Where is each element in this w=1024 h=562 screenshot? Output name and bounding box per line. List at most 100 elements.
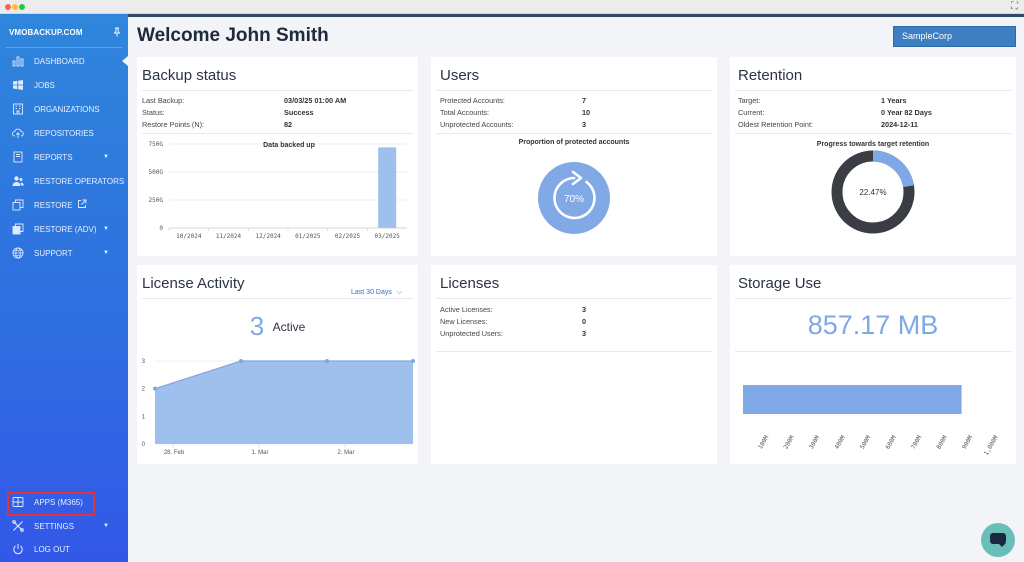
kv-value: 7: [582, 96, 587, 105]
power-icon: [13, 544, 23, 555]
chevron-down-icon: ⌵: [396, 289, 403, 296]
data-point: [411, 359, 415, 363]
grid-icon: [12, 497, 24, 507]
sidebar-item-restore-operators[interactable]: RESTORE OPERATORS: [0, 171, 128, 191]
kv-value: Success: [284, 108, 314, 117]
kv-label: Active Licenses:: [440, 305, 493, 314]
header-accent-line: [128, 14, 1024, 17]
active-count: 3: [249, 311, 265, 341]
close-window-icon[interactable]: [5, 4, 11, 10]
highlight-outline: [7, 492, 95, 516]
x-tick-label: 900M: [961, 434, 974, 450]
backup-status-card: Backup status Last Backup: 03/03/25 01:0…: [137, 57, 418, 256]
chevron-down-icon: ▼: [103, 226, 109, 232]
chart-title: Progress towards target retention: [816, 141, 930, 148]
sidebar-item-label: REPOSITORIES: [34, 129, 94, 138]
sidebar-item-restore[interactable]: RESTORE: [0, 195, 128, 215]
x-tick-label: 01/2025: [295, 233, 321, 240]
storage-use-card: Storage Use 857.17 MB 100M 200M 300M 400M 50…: [730, 265, 1016, 464]
x-tick-label: 1,000M: [983, 434, 1000, 457]
sidebar-item-apps-m365[interactable]: APPS (M365): [0, 492, 128, 512]
retention-progress-arc: [872, 150, 914, 188]
data-bar: [378, 147, 397, 228]
data-point: [153, 386, 157, 391]
minimize-window-icon[interactable]: [12, 4, 18, 10]
kv-value: 1 Years: [881, 96, 907, 105]
proportion-label: 70%: [564, 194, 584, 205]
card-divider: [436, 133, 712, 134]
kv-label: Protected Accounts:: [440, 96, 505, 105]
kv-value: 03/03/25 01:00 AM: [284, 96, 347, 105]
storage-value: 857.17 MB: [807, 310, 939, 340]
protected-accounts-gauge: 70%: [538, 162, 610, 234]
sidebar-item-dashboard[interactable]: DASHBOARD: [0, 51, 128, 71]
period-dropdown[interactable]: Last 30 Days ⌵: [351, 288, 402, 297]
y-tick-label: 0: [142, 442, 146, 448]
sidebar-item-logout[interactable]: LOG OUT: [0, 539, 128, 559]
active-label: Active: [272, 320, 306, 334]
area-line: [154, 360, 413, 390]
kv-label: Oldest Retention Point:: [738, 120, 814, 129]
maximize-window-icon[interactable]: [19, 4, 25, 10]
card-divider: [735, 133, 1011, 134]
chevron-down-icon: ▼: [103, 523, 109, 529]
card-divider: [142, 133, 413, 134]
x-tick-label: 03/2025: [375, 233, 401, 240]
company-selector[interactable]: SampleCorp: [893, 26, 1016, 47]
chevron-down-icon: ▼: [103, 250, 109, 256]
windows-icon: [13, 80, 23, 90]
sidebar-item-organizations[interactable]: ORGANIZATIONS: [0, 99, 128, 119]
sidebar-item-label: APPS (M365): [34, 498, 83, 507]
card-divider: [436, 351, 712, 352]
chart-title: Proportion of protected accounts: [518, 139, 630, 146]
active-indicator: [122, 56, 128, 66]
progress-label: 22.47%: [859, 188, 886, 197]
sidebar: VMOBACKUP.COM DASHBOARD JOBS ORGANIZATIO…: [0, 14, 128, 562]
kv-value: 3: [582, 329, 587, 338]
x-tick-label: 100M: [757, 434, 770, 450]
x-tick-label: 500M: [859, 434, 872, 450]
book-icon: [13, 151, 23, 163]
sidebar-item-label: LOG OUT: [34, 545, 71, 554]
building-icon: [13, 103, 23, 115]
sidebar-item-settings[interactable]: SETTINGS ▼: [0, 516, 128, 536]
fullscreen-icon[interactable]: ⛶: [1011, 1, 1018, 12]
sidebar-item-jobs[interactable]: JOBS: [0, 75, 128, 95]
card-title: Users: [440, 67, 480, 84]
brand-divider: [6, 47, 122, 48]
area-fill: [155, 361, 413, 444]
storage-bar: [743, 385, 962, 414]
chat-bubble-icon: [990, 533, 1006, 544]
sidebar-item-restore-adv[interactable]: RESTORE (ADV) ▼: [0, 219, 128, 239]
sidebar-item-label: SETTINGS: [34, 522, 75, 531]
sidebar-item-reports[interactable]: REPORTS ▼: [0, 147, 128, 167]
period-label: Last 30 Days: [351, 289, 392, 296]
card-title: License Activity: [142, 275, 245, 292]
retention-card: Retention Target: 1 Years Current: 0 Yea…: [730, 57, 1016, 256]
brand-logo[interactable]: VMOBACKUP.COM: [9, 28, 83, 37]
kv-label: Current:: [738, 108, 765, 117]
x-tick-label: 11/2024: [216, 233, 242, 240]
chat-button[interactable]: [981, 523, 1015, 557]
sidebar-item-repositories[interactable]: REPOSITORIES: [0, 123, 128, 143]
x-tick-label: 10/2024: [176, 233, 202, 240]
globe-icon: [12, 247, 24, 259]
sidebar-item-label: ORGANIZATIONS: [34, 105, 100, 114]
license-activity-card: License Activity Last 30 Days ⌵ 3 Active…: [137, 265, 418, 464]
card-title: Licenses: [440, 275, 500, 292]
x-tick-label: 800M: [935, 434, 948, 450]
sidebar-item-support[interactable]: SUPPORT ▼: [0, 243, 128, 263]
kv-label: New Licenses:: [440, 317, 488, 326]
kv-value: 3: [582, 120, 587, 129]
licenses-card: Licenses Active Licenses: 3 New Licenses…: [431, 265, 717, 464]
external-link-icon: [78, 199, 87, 208]
sidebar-item-label: JOBS: [34, 81, 55, 90]
x-tick-label: 2. Mar: [337, 450, 354, 456]
kv-value: 3: [582, 305, 587, 314]
storage-bar-chart: 100M 200M 300M 400M 500M 600M 700M 800M 900M 1,00…: [743, 385, 1000, 457]
pin-icon[interactable]: [113, 27, 121, 37]
window-titlebar: ⛶: [0, 0, 1024, 14]
sidebar-item-label: DASHBOARD: [34, 57, 85, 66]
sidebar-item-label: RESTORE (ADV): [34, 225, 97, 234]
chat-bubble-tail: [998, 543, 1006, 547]
